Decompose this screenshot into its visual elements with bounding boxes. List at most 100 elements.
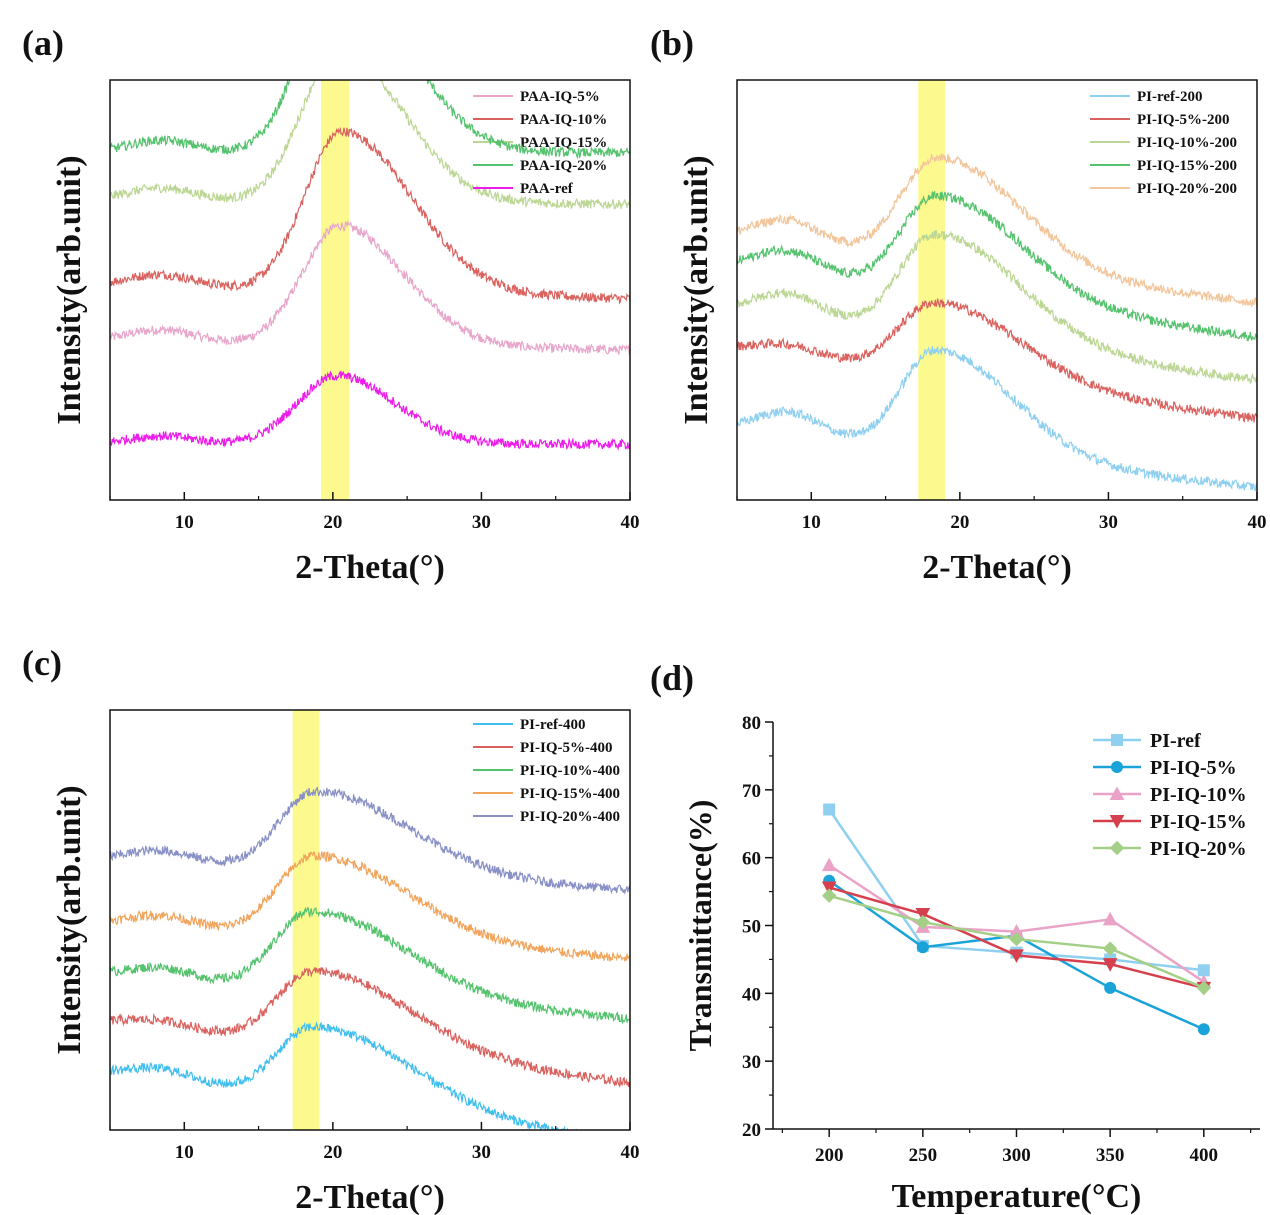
legend-label: PI-IQ-10%-200 (1137, 135, 1237, 151)
legend-label: PI-IQ-5%-200 (1137, 112, 1230, 128)
highlight-band (320, 80, 350, 500)
data-point (1197, 1023, 1210, 1036)
legend-label: PI-IQ-10% (1150, 784, 1247, 806)
y-tick-label: 60 (742, 849, 761, 870)
x-tick-label: 30 (1099, 512, 1118, 533)
x-axis-label: Temperature(°C) (892, 1178, 1142, 1215)
y-tick-label: 50 (742, 917, 761, 938)
data-point (821, 881, 837, 896)
xrd-panel-a: PAA-IQ-5% PAA-IQ-10% PAA-IQ-15% PAA-IQ-20% P… (51, 79, 640, 586)
y-axis-label: Intensity(arb.unit) (51, 785, 88, 1054)
data-point (1009, 949, 1024, 963)
data-point (1102, 941, 1118, 956)
legend-label: PI-IQ-5%-400 (520, 740, 613, 756)
legend-label: PI-IQ-15%-400 (520, 786, 620, 802)
x-tick-label: 40 (621, 1142, 640, 1163)
data-point (1102, 911, 1118, 926)
series-line-PI-IQ-5%-200 (737, 298, 1257, 423)
data-point (1104, 981, 1117, 994)
series-line-PI-IQ-15%-400 (110, 851, 630, 962)
x-tick-label: 10 (175, 512, 194, 533)
data-point (823, 803, 836, 816)
x-tick-label: 20 (323, 512, 342, 533)
legend-label: PAA-IQ-10% (520, 112, 607, 128)
data-point (915, 914, 931, 930)
plot-frame (109, 79, 631, 501)
x-tick-label: 10 (802, 512, 821, 533)
legend-label: PAA-IQ-15% (520, 135, 607, 151)
legend-label: PAA-IQ-20% (520, 158, 607, 174)
legend-label: PI-IQ-20%-400 (520, 809, 620, 825)
panel-label-b: (b) (650, 23, 694, 63)
legend-label: PI-IQ-15%-200 (1137, 158, 1237, 174)
plot-frame (109, 709, 631, 1131)
plot-frame (736, 79, 1258, 501)
series-line-PI-IQ-10%-400 (110, 906, 630, 1025)
xrd-panel-c: PI-ref-400 PI-IQ-5%-400 PI-IQ-10%-400 PI-IQ… (51, 709, 640, 1215)
x-tick-label: 20 (950, 512, 969, 533)
data-point (1109, 840, 1125, 856)
x-tick-label: 30 (472, 512, 491, 533)
x-axis-label: 2-Theta(°) (295, 549, 445, 586)
x-axis-label: 2-Theta(°) (295, 1179, 445, 1215)
y-tick-label: 70 (742, 781, 761, 802)
x-tick-label: 20 (323, 1142, 342, 1163)
data-point (1197, 964, 1210, 977)
y-axis-label: Transmittance(%) (682, 800, 718, 1052)
x-tick-label: 350 (1096, 1145, 1125, 1166)
data-point (1009, 931, 1024, 947)
legend-label: PI-IQ-20%-200 (1137, 181, 1237, 197)
panel-label-c: (c) (22, 643, 62, 683)
x-tick-label: 250 (909, 1145, 938, 1166)
legend-label: PAA-ref (520, 181, 574, 197)
x-tick-label: 40 (621, 512, 640, 533)
legend-label: PI-ref (1150, 730, 1201, 752)
y-tick-label: 30 (742, 1052, 761, 1073)
legend-label: PAA-IQ-5% (520, 89, 600, 105)
series-line-PAA-IQ-10% (110, 126, 630, 305)
series-line-PAA-ref (110, 370, 630, 451)
panel-label-d: (d) (650, 658, 694, 698)
data-point (821, 857, 837, 872)
series-line-PI-IQ-20%-200 (737, 153, 1257, 308)
transmittance-panel-d: 20 30 40 50 60 70 80 200 250 300 350 400 PI-ref PI-IQ… (682, 713, 1260, 1215)
x-axis-label: 2-Theta(°) (922, 549, 1072, 586)
legend-label: PI-ref-200 (1137, 89, 1203, 105)
x-tick-label: 40 (1248, 512, 1267, 533)
x-tick-label: 200 (815, 1145, 844, 1166)
series-line-PI-IQ-15%-200 (737, 190, 1257, 342)
data-point (1109, 815, 1125, 829)
x-tick-label: 400 (1190, 1145, 1219, 1166)
data-point (1111, 734, 1123, 746)
y-tick-label: 20 (742, 1120, 761, 1141)
x-tick-label: 30 (472, 1142, 491, 1163)
series-line-PAA-IQ-5% (110, 219, 630, 356)
legend-label: PI-IQ-15% (1150, 811, 1247, 833)
series-line-PI-ref-200 (737, 345, 1257, 492)
data-point (1102, 958, 1118, 972)
x-tick-label: 300 (1002, 1145, 1031, 1166)
data-point (915, 907, 931, 922)
data-point (821, 888, 837, 903)
data-point (1109, 786, 1125, 800)
y-axis-label: Intensity(arb.unit) (678, 155, 715, 424)
series-line-PAA-IQ-20% (110, 80, 630, 160)
highlight-band (918, 80, 945, 500)
data-point (1196, 980, 1212, 996)
xrd-panel-b: PI-ref-200 PI-IQ-5%-200 PI-IQ-10%-200 PI-IQ… (678, 79, 1267, 586)
legend-label: PI-IQ-10%-400 (520, 763, 620, 779)
legend-label: PI-IQ-20% (1150, 838, 1247, 860)
y-tick-label: 80 (742, 713, 761, 734)
y-tick-label: 40 (742, 984, 761, 1005)
series-line-PAA-IQ-15% (110, 80, 630, 210)
series-line-PI-IQ-5%-400 (110, 966, 630, 1088)
series-line-PI-IQ-20%-400 (110, 786, 630, 896)
series-line-PI-ref-400 (110, 1021, 578, 1130)
x-tick-label: 10 (175, 1142, 194, 1163)
series-line-PI-IQ-10%-200 (737, 229, 1257, 384)
legend-label: PI-ref-400 (520, 717, 586, 733)
data-point (1111, 761, 1123, 773)
panel-label-a: (a) (22, 23, 64, 63)
legend-label: PI-IQ-5% (1150, 757, 1237, 779)
